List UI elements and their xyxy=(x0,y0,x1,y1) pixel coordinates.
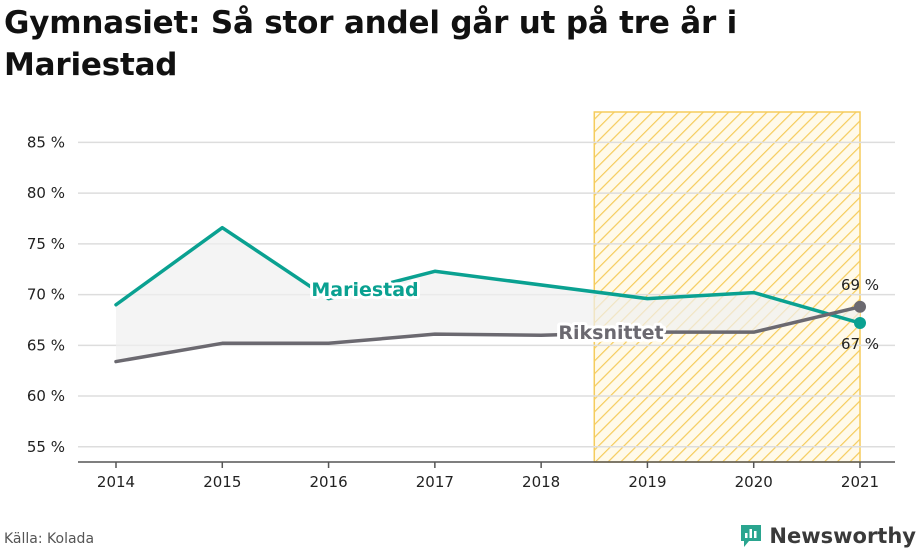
x-tick-label: 2016 xyxy=(309,473,347,491)
y-tick-label: 55 % xyxy=(27,438,65,456)
series-label: Mariestad xyxy=(311,279,418,301)
x-tick-label: 2014 xyxy=(97,473,135,491)
x-tick-label: 2017 xyxy=(416,473,454,491)
y-tick-label: 60 % xyxy=(27,387,65,405)
chart-title: Gymnasiet: Så stor andel går ut på tre å… xyxy=(4,5,738,83)
end-label: 69 % xyxy=(841,276,879,294)
y-tick-label: 75 % xyxy=(27,235,65,253)
brand-logo: Newsworthy xyxy=(739,520,916,552)
chart-logo-icon xyxy=(741,525,762,547)
y-tick-label: 70 % xyxy=(27,286,65,304)
source-note: Källa: Kolada xyxy=(4,531,95,547)
x-tick-label: 2020 xyxy=(735,473,773,491)
x-tick-label: 2021 xyxy=(841,473,879,491)
x-tick-label: 2015 xyxy=(203,473,241,491)
series-gap-band xyxy=(116,227,860,362)
series-line-mariestad xyxy=(114,225,862,325)
y-tick-label: 80 % xyxy=(27,184,65,202)
y-tick-label: 65 % xyxy=(27,336,65,354)
series-line-riksnittet xyxy=(114,305,862,364)
x-tick-label: 2018 xyxy=(522,473,560,491)
series-label: Riksnittet xyxy=(558,322,663,344)
end-label: 67 % xyxy=(841,335,879,353)
x-tick-label: 2019 xyxy=(628,473,666,491)
end-dot-riksnittet xyxy=(854,300,866,313)
y-tick-label: 85 % xyxy=(27,133,65,151)
end-dot-mariestad xyxy=(854,317,866,330)
brand-name: Newsworthy xyxy=(769,524,916,548)
highlight-period xyxy=(593,111,861,463)
